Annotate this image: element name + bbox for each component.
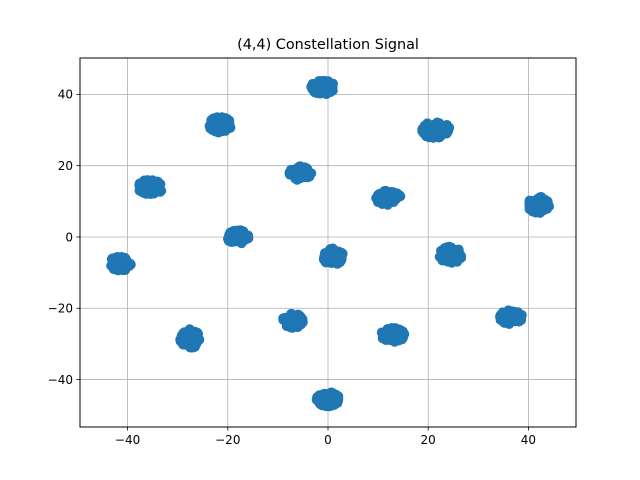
x-tick-label: −20 bbox=[215, 433, 240, 447]
data-point bbox=[439, 243, 450, 254]
data-point bbox=[215, 112, 226, 123]
data-point bbox=[335, 250, 346, 261]
data-point bbox=[376, 191, 387, 202]
x-tick-label: 40 bbox=[521, 433, 536, 447]
cluster-1 bbox=[306, 75, 338, 100]
cluster-14 bbox=[376, 323, 410, 347]
data-point bbox=[291, 312, 302, 323]
cluster-6 bbox=[371, 185, 406, 210]
x-tick-label: 20 bbox=[421, 433, 436, 447]
data-point bbox=[188, 342, 199, 353]
data-point bbox=[315, 398, 326, 409]
data-point bbox=[499, 317, 510, 328]
cluster-8 bbox=[223, 225, 254, 249]
cluster-5 bbox=[284, 161, 317, 185]
y-tick-label: 0 bbox=[65, 230, 73, 244]
data-point bbox=[286, 322, 297, 333]
cluster-3 bbox=[417, 117, 455, 143]
data-point bbox=[514, 315, 525, 326]
data-point bbox=[452, 244, 463, 255]
data-point bbox=[155, 186, 166, 197]
data-point bbox=[441, 128, 452, 139]
data-point bbox=[238, 226, 249, 237]
y-tick-label: 40 bbox=[58, 88, 73, 102]
data-point bbox=[418, 128, 429, 139]
x-tick-label: −40 bbox=[115, 433, 140, 447]
data-point bbox=[542, 203, 553, 214]
data-points bbox=[106, 75, 555, 412]
cluster-16 bbox=[311, 387, 344, 412]
grid-lines bbox=[80, 58, 576, 427]
data-point bbox=[282, 313, 293, 324]
data-point bbox=[524, 195, 535, 206]
cluster-11 bbox=[106, 251, 136, 276]
data-point bbox=[383, 324, 394, 335]
data-point bbox=[314, 86, 325, 97]
x-axis-ticks: −40 −20 0 20 40 bbox=[115, 427, 536, 447]
y-tick-label: 20 bbox=[58, 159, 73, 173]
data-point bbox=[226, 229, 237, 240]
data-point bbox=[508, 306, 519, 317]
data-point bbox=[396, 333, 407, 344]
chart-title: (4,4) Constellation Signal bbox=[237, 37, 419, 53]
cluster-2 bbox=[204, 112, 236, 138]
cluster-12 bbox=[278, 308, 308, 333]
y-tick-label: −40 bbox=[48, 373, 73, 387]
cluster-10 bbox=[434, 241, 467, 268]
data-point bbox=[321, 393, 332, 404]
data-point bbox=[383, 333, 394, 344]
data-point bbox=[211, 120, 222, 131]
data-point bbox=[377, 198, 388, 209]
data-point bbox=[147, 179, 158, 190]
y-axis-ticks: −40 −20 0 20 40 bbox=[48, 88, 80, 387]
y-tick-label: −20 bbox=[48, 302, 73, 316]
cluster-13 bbox=[495, 305, 527, 330]
data-point bbox=[191, 329, 202, 340]
x-tick-label: 0 bbox=[324, 433, 332, 447]
data-point bbox=[324, 255, 335, 266]
cluster-9 bbox=[318, 243, 348, 269]
cluster-7 bbox=[524, 192, 555, 218]
cluster-15 bbox=[175, 324, 205, 353]
cluster-4 bbox=[134, 175, 167, 200]
data-point bbox=[178, 329, 189, 340]
data-point bbox=[296, 168, 307, 179]
data-point bbox=[447, 256, 458, 267]
data-point bbox=[313, 76, 324, 87]
data-point bbox=[115, 256, 126, 267]
data-point bbox=[428, 125, 439, 136]
data-point bbox=[178, 337, 189, 348]
data-point bbox=[395, 325, 406, 336]
data-point bbox=[384, 191, 395, 202]
